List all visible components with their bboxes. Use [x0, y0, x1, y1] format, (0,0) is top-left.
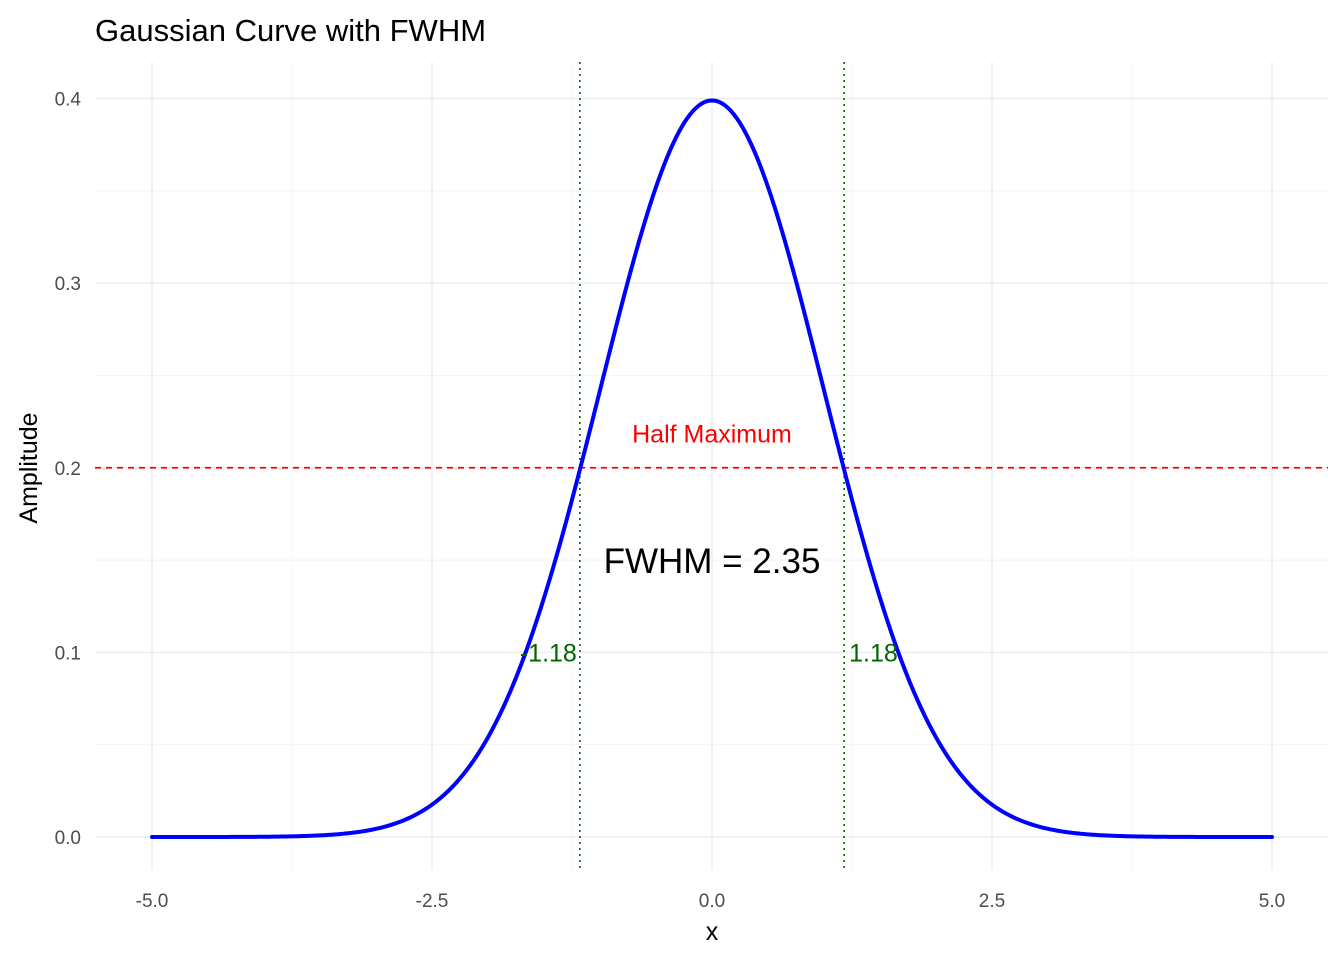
gaussian-curve — [150, 98, 1274, 839]
y-tick-label: 0.2 — [55, 459, 81, 480]
fwhm-value-label: FWHM = 2.35 — [604, 542, 821, 581]
half-maximum-label: Half Maximum — [632, 421, 792, 449]
x-tick-label: 5.0 — [1259, 891, 1285, 912]
x-tick-label: 0.0 — [699, 891, 725, 912]
x-axis-title: x — [706, 918, 719, 946]
x-tick-label: 2.5 — [979, 891, 1005, 912]
y-axis-title: Amplitude — [15, 412, 43, 523]
x-tick-label: -5.0 — [136, 891, 169, 912]
y-tick-label: 0.1 — [55, 643, 81, 664]
chart-title: Gaussian Curve with FWHM — [95, 13, 486, 48]
fwhm-boundary-label: 1.18 — [849, 639, 898, 667]
y-tick-label: 0.0 — [55, 828, 81, 849]
y-axis-tick-labels: 0.0 0.1 0.2 0.3 0.4 — [55, 90, 82, 850]
series-layer — [150, 98, 1274, 839]
y-tick-label: 0.3 — [55, 274, 81, 295]
x-tick-label: -2.5 — [416, 891, 449, 912]
fwhm-boundary-label: -1.18 — [520, 639, 577, 667]
y-tick-label: 0.4 — [55, 90, 82, 111]
x-axis-tick-labels: -5.0 -2.5 0.0 2.5 5.0 — [136, 891, 1286, 912]
annotations: Half Maximum FWHM = 2.35 -1.18 1.18 — [520, 421, 898, 668]
major-gridlines — [95, 62, 1328, 870]
